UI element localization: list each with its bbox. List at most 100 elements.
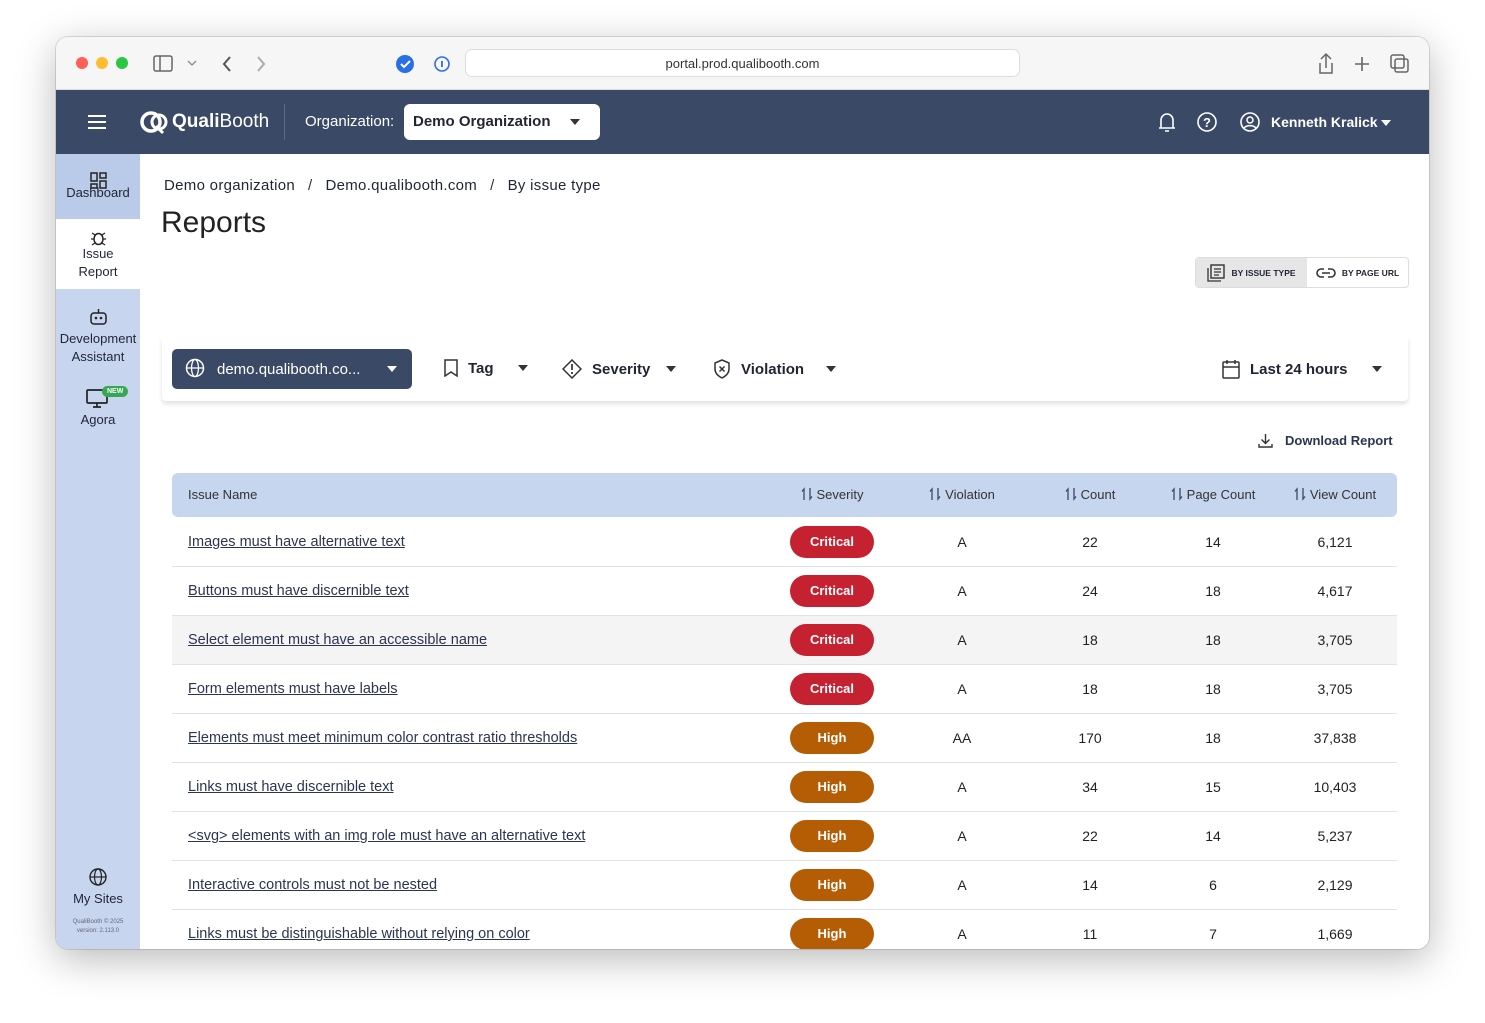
url-text: portal.prod.qualibooth.com: [665, 55, 820, 71]
cell-value: 6,121: [1317, 534, 1353, 550]
main-content: Demo organization / Demo.qualibooth.com / By…: [140, 154, 1429, 949]
column-header[interactable]: Page Count: [1153, 473, 1273, 517]
issue-link[interactable]: Links must be distinguishable without re…: [188, 926, 530, 942]
nav-development-assistant[interactable]: Development Assistant: [56, 304, 140, 366]
label: My Sites: [73, 891, 123, 906]
icon: [90, 172, 107, 189]
cell-value: A: [957, 779, 967, 795]
extension-icons[interactable]: [396, 54, 456, 74]
breadcrumb: Demo organization / Demo.qualibooth.com / By…: [164, 177, 601, 194]
cell-value: 37,838: [1313, 730, 1357, 746]
browser-toolbar: portal.prod.qualibooth.com: [56, 37, 1429, 90]
org-select[interactable]: Demo Organization: [404, 104, 600, 140]
label: Download Report: [1285, 433, 1393, 448]
column-header: Issue Name: [188, 473, 257, 517]
icon: [1258, 434, 1273, 448]
menu-button[interactable]: [87, 113, 107, 131]
severity-badge: High: [790, 820, 874, 852]
brand: QualiBooth: [172, 111, 269, 133]
issue-link[interactable]: Select element must have an accessible n…: [188, 632, 488, 648]
table-row: Elements must meet minimum color contras…: [172, 714, 1397, 763]
nav-my-sites[interactable]: My Sites: [56, 868, 140, 908]
severity-badge: High: [790, 722, 874, 754]
label: Last 24 hours: [1250, 360, 1348, 378]
icon: [714, 359, 730, 379]
user-caret: [1381, 120, 1391, 126]
tag-filter[interactable]: Tag: [444, 359, 528, 377]
view-toggle: BY ISSUE TYPE BY PAGE URL: [1195, 257, 1409, 288]
column-title: Issue Name: [188, 487, 258, 502]
toggle-by-issue[interactable]: BY ISSUE TYPE: [1196, 258, 1307, 287]
table-row: Select element must have an accessible n…: [172, 616, 1397, 665]
crumb-separator: /: [490, 177, 495, 194]
cell-value: 5,237: [1317, 828, 1353, 844]
column-title: View Count: [1309, 487, 1377, 502]
table-row: Interactive controls must not be nested H…: [172, 861, 1397, 910]
cell-value: 3,705: [1317, 681, 1353, 697]
close[interactable]: [76, 57, 88, 69]
cell-value: 18: [1082, 632, 1098, 648]
date-range[interactable]: Last 24 hours: [1222, 359, 1382, 379]
cell-value: 6: [1209, 877, 1217, 893]
toggle-by-url[interactable]: BY PAGE URL: [1307, 258, 1408, 287]
label: BY ISSUE TYPE: [1231, 267, 1296, 278]
issue-link[interactable]: Interactive controls must not be nested: [188, 877, 438, 893]
issue-link[interactable]: Images must have alternative text: [188, 534, 405, 550]
issues-table: Issue Name Severity Violation Count Page Cou…: [172, 473, 1397, 949]
header-icons[interactable]: ?: [1156, 110, 1296, 134]
nav-dashboard[interactable]: Dashboard: [56, 154, 140, 219]
cell-value: 14: [1205, 828, 1221, 844]
issue-link[interactable]: <svg> elements with an img role must hav…: [188, 828, 586, 844]
severity-badge: Critical: [790, 526, 874, 558]
nav-agora[interactable]: NEW Agora: [56, 384, 140, 429]
severity-badge: High: [790, 869, 874, 901]
zoom[interactable]: [116, 57, 128, 69]
crumb[interactable]: Demo organization: [164, 177, 296, 194]
browser-window: portal.prod.qualibooth.com QualiBooth Or…: [56, 37, 1429, 949]
column-header[interactable]: Severity: [772, 473, 892, 517]
new-badge: NEW: [102, 386, 129, 397]
caret: [570, 119, 580, 125]
download-report[interactable]: Download Report: [1258, 433, 1393, 448]
minimize[interactable]: [96, 57, 108, 69]
issue-link[interactable]: Buttons must have discernible text: [188, 583, 409, 599]
label: Development Assistant: [59, 331, 137, 364]
sort-icon: [929, 487, 941, 501]
app-header: QualiBooth Organization: Demo Organizati…: [56, 90, 1429, 154]
issue-link[interactable]: Form elements must have labels: [188, 681, 398, 697]
caret: [387, 366, 397, 372]
org-label: Organization:: [305, 113, 395, 130]
address-bar[interactable]: portal.prod.qualibooth.com: [465, 49, 1020, 77]
table-header: Issue Name Severity Violation Count Page Cou…: [172, 473, 1397, 517]
column-header[interactable]: Violation: [902, 473, 1022, 517]
user-name[interactable]: Kenneth Kralick: [1271, 114, 1378, 130]
cell-value: 22: [1082, 828, 1098, 844]
violation-filter[interactable]: Violation: [713, 359, 837, 379]
nav-icons[interactable]: [152, 53, 272, 75]
table-row: Buttons must have discernible text Critic…: [172, 567, 1397, 616]
label: Violation: [741, 360, 805, 378]
label: Dashboard: [66, 185, 130, 200]
column-header[interactable]: View Count: [1275, 473, 1395, 517]
cell-value: AA: [952, 730, 972, 746]
cell-value: A: [957, 828, 967, 844]
label: BY PAGE URL: [1341, 267, 1400, 278]
icon: [1316, 267, 1336, 278]
nav-issue-report[interactable]: Issue Report: [56, 219, 140, 289]
cell-value: A: [957, 877, 967, 893]
browser-actions[interactable]: [1314, 51, 1414, 77]
table-row: Images must have alternative text Critica…: [172, 518, 1397, 567]
issue-link[interactable]: Links must have discernible text: [188, 779, 394, 795]
column-title: Severity: [816, 487, 864, 502]
brand-bold: Quali: [172, 111, 220, 132]
caret: [826, 366, 837, 372]
label: Issue Report: [78, 246, 118, 279]
icon: [1222, 360, 1240, 379]
severity-filter[interactable]: Severity: [562, 359, 677, 379]
issue-link[interactable]: Elements must meet minimum color contras…: [188, 730, 578, 746]
sort-icon: [1294, 487, 1306, 501]
crumb[interactable]: Demo.qualibooth.com: [325, 177, 478, 194]
column-header[interactable]: Count: [1030, 473, 1150, 517]
site-select[interactable]: demo.qualibooth.co...: [172, 349, 412, 389]
cell-value: 14: [1082, 877, 1098, 893]
